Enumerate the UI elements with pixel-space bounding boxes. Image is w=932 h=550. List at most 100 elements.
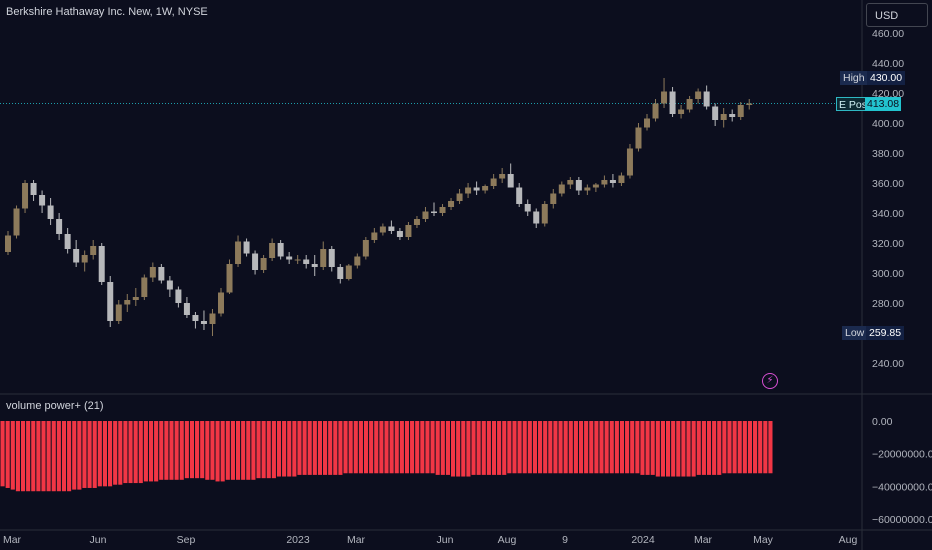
indicator-bar bbox=[410, 421, 415, 474]
indicator-label: volume power+ (21) bbox=[6, 400, 104, 412]
time-tick-label: Jun bbox=[437, 534, 454, 546]
candle-body bbox=[166, 280, 173, 290]
candle-body bbox=[439, 207, 446, 213]
indicator-bar bbox=[31, 421, 36, 492]
indicator-bar bbox=[532, 421, 538, 474]
indicator-bar bbox=[87, 421, 92, 488]
candle-body bbox=[98, 246, 105, 282]
indicator-bar bbox=[696, 421, 701, 475]
indicator-bar bbox=[737, 421, 742, 474]
indicator-bar bbox=[51, 421, 56, 492]
indicator-bar bbox=[143, 421, 148, 482]
indicator-bar bbox=[476, 421, 481, 475]
indicator-bar bbox=[369, 421, 374, 474]
indicator-bar bbox=[660, 421, 665, 477]
indicator-bar bbox=[358, 421, 363, 474]
indicator-bar bbox=[614, 421, 619, 474]
candle-body bbox=[141, 277, 148, 297]
indicator-bar bbox=[425, 421, 430, 474]
indicator-bar bbox=[72, 421, 77, 490]
candle-body bbox=[635, 127, 642, 149]
candle-body bbox=[226, 264, 233, 293]
price-tick-label: 320.00 bbox=[872, 238, 904, 250]
price-tick-label: 440.00 bbox=[872, 58, 904, 70]
indicator-bar bbox=[266, 421, 271, 479]
candle-body bbox=[601, 180, 608, 185]
indicator-bar bbox=[599, 421, 604, 474]
post-market-value: 413.08 bbox=[865, 97, 901, 111]
indicator-bar bbox=[363, 421, 369, 474]
candle-body bbox=[584, 187, 591, 191]
candle-body bbox=[431, 211, 437, 213]
candle-body bbox=[592, 184, 599, 188]
indicator-bar bbox=[41, 421, 46, 492]
indicator-tick-label: 0.00 bbox=[872, 416, 893, 428]
indicator-bar bbox=[404, 421, 410, 474]
candle-body bbox=[371, 232, 378, 240]
currency-selector[interactable]: USD bbox=[866, 3, 928, 27]
price-tick-label: 340.00 bbox=[872, 208, 904, 220]
candle-body bbox=[524, 204, 531, 212]
candle-body bbox=[81, 255, 88, 263]
indicator-bar bbox=[338, 421, 343, 475]
candle-body bbox=[652, 103, 659, 119]
price-tick-label: 280.00 bbox=[872, 298, 904, 310]
indicator-bar bbox=[174, 421, 179, 480]
indicator-bar bbox=[502, 421, 507, 475]
candle-body bbox=[320, 249, 327, 267]
lightning-icon[interactable]: ⚡ bbox=[762, 373, 778, 389]
indicator-bar bbox=[584, 421, 589, 474]
candle-body bbox=[507, 174, 514, 188]
indicator-bar bbox=[548, 421, 553, 474]
indicator-bar bbox=[461, 421, 466, 477]
time-tick-label: 9 bbox=[562, 534, 568, 546]
low-value: 259.85 bbox=[866, 326, 905, 340]
indicator-bar bbox=[420, 421, 425, 474]
indicator-bar bbox=[538, 421, 543, 474]
candle-body bbox=[703, 91, 710, 107]
indicator-bar bbox=[220, 421, 225, 482]
indicator-bar bbox=[650, 421, 655, 475]
indicator-bar bbox=[353, 421, 358, 474]
candle-body bbox=[183, 303, 190, 315]
indicator-bar bbox=[15, 421, 20, 492]
candle-body bbox=[124, 300, 131, 305]
indicator-bar bbox=[625, 421, 630, 474]
indicator-tick-label: −40000000.00 bbox=[872, 481, 932, 493]
candle-body bbox=[746, 103, 753, 105]
indicator-bar bbox=[333, 421, 338, 475]
candle-body bbox=[678, 109, 685, 114]
candle-body bbox=[422, 211, 429, 219]
indicator-bar bbox=[297, 421, 302, 475]
low-label: Low bbox=[842, 326, 868, 340]
indicator-bar bbox=[445, 421, 450, 475]
indicator-bar bbox=[394, 421, 399, 474]
candle-body bbox=[729, 114, 736, 117]
indicator-bar bbox=[61, 421, 67, 492]
price-tick-label: 380.00 bbox=[872, 148, 904, 160]
indicator-bar bbox=[200, 421, 205, 479]
time-tick-label: Sep bbox=[177, 534, 196, 546]
candle-body bbox=[192, 315, 199, 321]
indicator-bar bbox=[399, 421, 404, 474]
time-tick-label: Mar bbox=[3, 534, 22, 546]
indicator-bar bbox=[138, 421, 143, 484]
indicator-bar bbox=[671, 421, 676, 477]
indicator-bar bbox=[374, 421, 379, 474]
indicator-bar bbox=[179, 421, 184, 480]
indicator-bar bbox=[317, 421, 323, 475]
candle-body bbox=[286, 256, 293, 260]
price-tick-label: 460.00 bbox=[872, 28, 904, 40]
indicator-bar bbox=[763, 421, 768, 474]
candle-body bbox=[686, 99, 693, 110]
time-tick-label: 2023 bbox=[286, 534, 310, 546]
indicator-bar bbox=[604, 421, 609, 474]
indicator-bar bbox=[154, 421, 159, 482]
indicator-bar bbox=[466, 421, 471, 477]
time-tick-label: 2024 bbox=[631, 534, 655, 546]
candle-body bbox=[303, 259, 310, 264]
indicator-bar bbox=[430, 421, 435, 474]
indicator-bar bbox=[543, 421, 548, 474]
